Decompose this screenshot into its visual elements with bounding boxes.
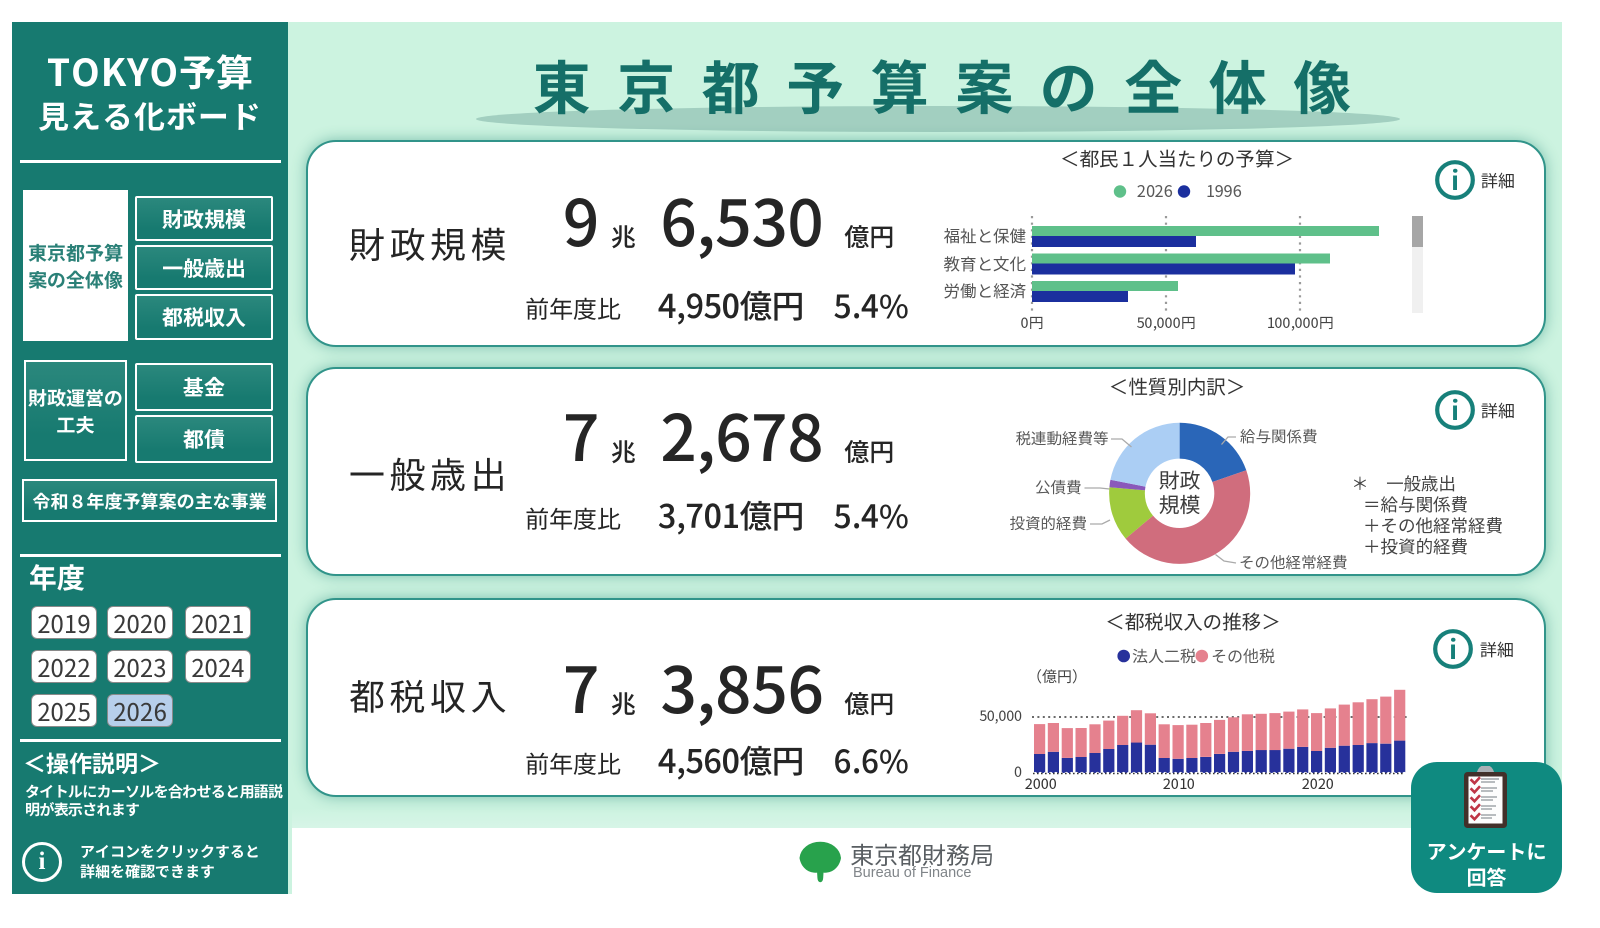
svg-text:詳細: 詳細 (1481, 167, 1515, 192)
svg-text:100,000円: 100,000円 (1267, 312, 1334, 333)
svg-text:＜都民１人当たりの予算＞: ＜都民１人当たりの予算＞ (1060, 143, 1294, 172)
svg-text:公債費: 公債費 (1035, 476, 1082, 498)
svg-text:0: 0 (1014, 762, 1022, 782)
svg-text:その他経常経費: その他経常経費 (1239, 551, 1348, 573)
svg-text:その他税: その他税 (1211, 643, 1275, 667)
svg-text:2010: 2010 (1163, 773, 1195, 794)
svg-text:労働と経済: 労働と経済 (944, 278, 1027, 302)
svg-text:＜性質別内訳＞: ＜性質別内訳＞ (1109, 371, 1246, 400)
svg-text:50,000円: 50,000円 (1136, 312, 1196, 333)
svg-text:詳細: 詳細 (1480, 636, 1514, 661)
svg-text:（億円）: （億円） (1027, 666, 1087, 687)
svg-text:＋投資的経費: ＋投資的経費 (1363, 534, 1468, 559)
svg-text:i: i (1449, 630, 1457, 667)
svg-text:1996: 1996 (1206, 178, 1242, 202)
svg-text:2020: 2020 (1302, 773, 1334, 794)
svg-text:＝給与関係費: ＝給与関係費 (1363, 492, 1468, 517)
svg-text:税連動経費等: 税連動経費等 (1015, 427, 1109, 449)
svg-text:2026: 2026 (1137, 178, 1173, 202)
svg-text:i: i (1451, 161, 1459, 198)
svg-text:法人二税: 法人二税 (1132, 643, 1196, 667)
svg-text:投資的経費: 投資的経費 (1009, 512, 1087, 534)
svg-text:i: i (1451, 391, 1459, 428)
svg-text:2000: 2000 (1025, 773, 1057, 794)
svg-text:財政: 財政 (1159, 465, 1201, 495)
svg-text:福祉と保健: 福祉と保健 (944, 223, 1027, 247)
svg-text:教育と文化: 教育と文化 (944, 251, 1027, 275)
svg-text:規模: 規模 (1159, 490, 1201, 520)
svg-text:0円: 0円 (1021, 312, 1044, 333)
svg-text:＊ 一般歳出: ＊ 一般歳出 (1351, 471, 1456, 496)
svg-text:＜都税収入の推移＞: ＜都税収入の推移＞ (1105, 606, 1281, 635)
svg-text:給与関係費: 給与関係費 (1240, 425, 1318, 447)
svg-text:詳細: 詳細 (1481, 397, 1515, 422)
svg-text:50,000: 50,000 (979, 706, 1022, 726)
svg-text:＋その他経常経費: ＋その他経常経費 (1363, 513, 1503, 538)
